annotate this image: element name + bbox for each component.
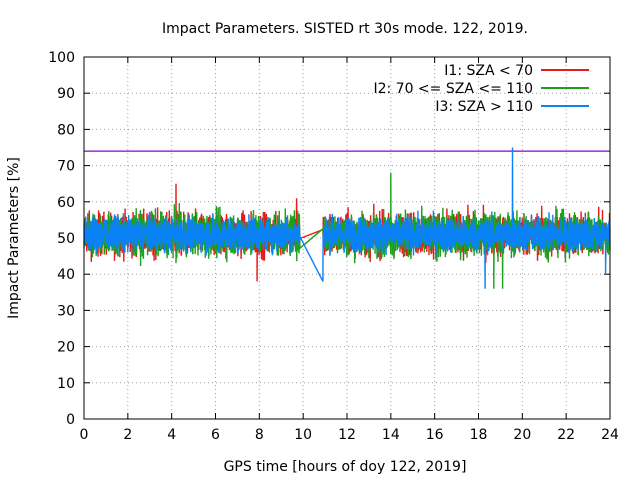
y-tick-label: 30 (57, 303, 75, 319)
y-tick-label: 80 (57, 122, 75, 138)
x-tick-label: 6 (211, 427, 220, 443)
x-tick-label: 24 (601, 427, 619, 443)
x-tick-label: 16 (426, 427, 444, 443)
x-axis-label: GPS time [hours of doy 122, 2019] (224, 459, 467, 475)
x-tick-label: 10 (294, 427, 312, 443)
plot-frame (83, 56, 611, 420)
x-tick-label: 12 (338, 427, 356, 443)
x-tick-label: 20 (513, 427, 531, 443)
x-tick-label: 2 (123, 427, 132, 443)
y-tick-label: 0 (66, 412, 75, 428)
y-axis-label: Impact Parameters [%] (6, 157, 22, 319)
series-line-i3 (83, 147, 611, 289)
y-tick-label: 70 (57, 159, 75, 175)
y-tick-label: 20 (57, 340, 75, 356)
y-tick-label: 10 (57, 376, 75, 392)
series-layer (83, 147, 611, 289)
y-tick-label: 90 (57, 86, 75, 102)
chart-title: Impact Parameters. SISTED rt 30s mode. 1… (162, 21, 528, 37)
x-axis-ticks: 0 2 4 6 8 10 12 14 16 18 20 22 24 (80, 57, 619, 443)
legend: I1: SZA < 70 I2: 70 <= SZA <= 110 I3: SZ… (373, 63, 589, 115)
y-tick-label: 100 (48, 50, 75, 66)
x-tick-label: 4 (167, 427, 176, 443)
x-tick-label: 0 (80, 427, 89, 443)
y-tick-label: 60 (57, 195, 75, 211)
x-tick-label: 14 (382, 427, 400, 443)
x-tick-label: 8 (255, 427, 264, 443)
y-axis-ticks: 0 10 20 30 40 50 60 70 80 90 100 (48, 50, 610, 428)
legend-label-i1: I1: SZA < 70 (444, 63, 533, 79)
legend-label-i3: I3: SZA > 110 (435, 99, 533, 115)
x-tick-label: 22 (557, 427, 575, 443)
legend-label-i2: I2: 70 <= SZA <= 110 (373, 81, 533, 97)
y-tick-label: 50 (57, 231, 75, 247)
y-tick-label: 40 (57, 267, 75, 283)
x-tick-label: 18 (470, 427, 488, 443)
